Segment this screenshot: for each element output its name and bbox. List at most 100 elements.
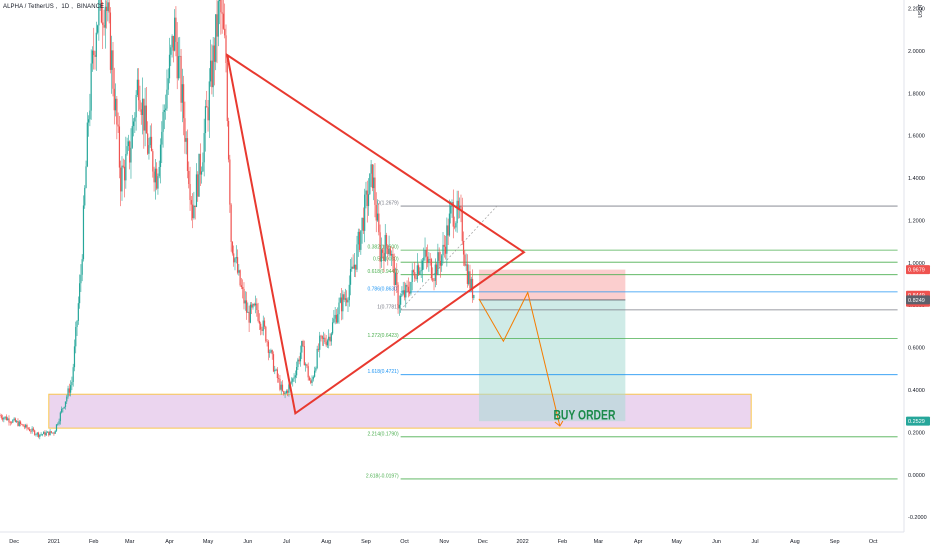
- candle-body: [157, 176, 159, 189]
- candle-body: [50, 431, 52, 433]
- currency-label: USDT: [918, 4, 924, 18]
- fib-level-label: 1.272(0.6423): [367, 333, 398, 339]
- candle-body: [456, 200, 458, 224]
- candle-body: [53, 432, 55, 434]
- candle-body: [442, 244, 444, 256]
- candle-body: [253, 303, 255, 306]
- candle-body: [5, 416, 8, 421]
- candle-body: [412, 270, 415, 273]
- candle-body: [135, 94, 137, 118]
- x-tick-label: Jul: [752, 539, 759, 545]
- candle-body: [186, 138, 189, 171]
- candle-body: [388, 248, 390, 255]
- price-label-text: 0.2529: [908, 419, 925, 425]
- candle-body: [281, 384, 284, 391]
- candle-body: [379, 232, 381, 262]
- candle-body: [299, 352, 302, 362]
- candle-body: [158, 167, 160, 177]
- candle-body: [66, 396, 68, 402]
- candle-body: [114, 98, 117, 111]
- candle-body: [72, 367, 74, 382]
- candle-body: [26, 424, 28, 429]
- candle-body: [387, 245, 389, 255]
- candle-body: [199, 153, 201, 175]
- candle-body: [266, 341, 268, 342]
- candle-body: [123, 166, 126, 181]
- candle-body: [100, 0, 103, 23]
- candle-body: [48, 431, 50, 436]
- candle-body: [249, 304, 251, 323]
- candle-body: [365, 190, 367, 195]
- candle-body: [172, 35, 174, 51]
- candle-body: [231, 241, 234, 254]
- candle-body: [301, 341, 303, 353]
- candle-body: [325, 342, 327, 346]
- candle-body: [125, 154, 127, 181]
- candle-body: [215, 14, 217, 62]
- candle-body: [73, 346, 76, 368]
- candle-body: [136, 79, 138, 95]
- candle-body: [432, 278, 434, 281]
- candle-body: [207, 107, 209, 121]
- candle-body: [398, 304, 400, 309]
- candle-body: [188, 170, 190, 184]
- candle-body: [369, 173, 371, 195]
- candle-body: [132, 121, 135, 127]
- candle-body: [400, 295, 402, 305]
- candle-body: [102, 22, 104, 25]
- y-tick-label: 1.2000: [908, 218, 925, 224]
- fib-level-label: 2.618(-0.0197): [366, 473, 399, 479]
- candle-body: [324, 337, 326, 343]
- price-axis: [904, 0, 932, 550]
- candle-body: [452, 202, 454, 227]
- candle-body: [17, 421, 19, 426]
- candle-body: [21, 423, 23, 425]
- candle-body: [391, 253, 393, 256]
- candle-body: [105, 6, 108, 12]
- candle-body: [244, 300, 246, 304]
- candle-body: [272, 354, 275, 372]
- candle-body: [35, 434, 37, 436]
- candle-body: [321, 335, 323, 339]
- triangle-pattern: [225, 52, 526, 416]
- candle-body: [428, 258, 430, 264]
- y-tick-label: -0.2000: [908, 515, 927, 521]
- candle-body: [3, 417, 5, 420]
- candle-body: [367, 194, 370, 207]
- candle-body: [288, 384, 290, 393]
- candle-body: [176, 41, 178, 79]
- candle-body: [382, 249, 384, 253]
- candles-group: [0, 0, 475, 440]
- price-label-text: 0.8249: [908, 298, 925, 304]
- candle-body: [144, 105, 146, 131]
- candle-body: [294, 375, 296, 378]
- candle-body: [421, 260, 424, 271]
- candle-body: [118, 126, 121, 168]
- candle-body: [292, 378, 294, 382]
- candle-body: [103, 24, 105, 28]
- candle-body: [203, 133, 205, 163]
- candle-body: [28, 429, 31, 431]
- candle-body: [468, 271, 470, 284]
- candle-body: [226, 62, 228, 122]
- candle-body: [96, 25, 99, 33]
- candle-body: [279, 378, 281, 390]
- fib-level-label: 0.786(0.8630): [367, 286, 398, 292]
- price-label-text: 0.9679: [908, 268, 925, 274]
- candle-body: [335, 314, 338, 323]
- candle-body: [438, 252, 440, 261]
- candle-body: [8, 418, 10, 423]
- candle-body: [378, 213, 380, 233]
- y-tick-label: 1.0000: [908, 261, 925, 267]
- candle-body: [397, 284, 399, 309]
- candle-body: [107, 2, 109, 12]
- candle-body: [340, 297, 343, 312]
- candle-body: [181, 84, 183, 103]
- y-tick-label: 1.8000: [908, 91, 925, 97]
- candle-body: [469, 271, 471, 289]
- candle-body: [162, 111, 164, 132]
- candle-body: [16, 421, 18, 422]
- candle-body: [376, 213, 379, 221]
